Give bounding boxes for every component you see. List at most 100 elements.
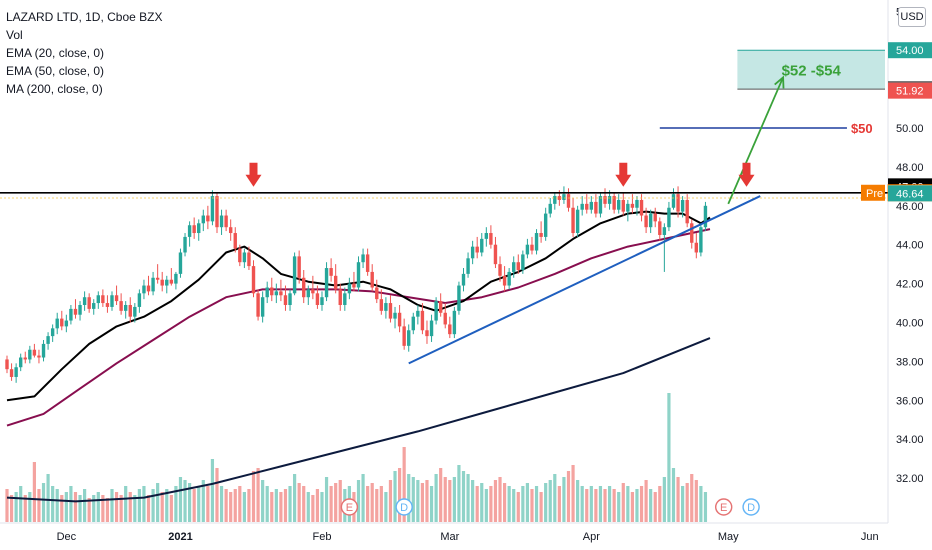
legend-ema20[interactable]: EMA (20, close, 0)	[6, 46, 105, 60]
volume-bar	[128, 492, 132, 522]
ema50-line	[6, 228, 711, 427]
dividend-icon	[742, 498, 760, 516]
volume-bar	[498, 477, 502, 522]
volume-bar	[534, 486, 539, 522]
candle-body	[534, 233, 539, 251]
y-tick-label: 42.00	[896, 279, 924, 291]
candle-body	[699, 227, 703, 253]
volume-bar	[411, 477, 415, 522]
candle-body	[525, 244, 530, 255]
candle-body	[598, 196, 603, 214]
volume-bar	[46, 474, 50, 522]
candle-body	[443, 312, 447, 325]
candle-body	[361, 254, 365, 263]
candle-body	[644, 215, 648, 228]
volume-bar	[690, 474, 694, 522]
candle-body	[589, 201, 594, 210]
y-tick-label: 32.00	[896, 473, 924, 485]
candle-body	[475, 246, 479, 253]
y-tick-label: 48.00	[896, 162, 924, 174]
event-label: E	[346, 502, 353, 514]
volume-bar	[274, 489, 278, 522]
volume-bar	[475, 486, 479, 522]
candle-body	[685, 199, 689, 224]
candle-body	[87, 297, 91, 309]
volume-bar	[639, 486, 644, 522]
candle-body	[502, 275, 507, 286]
candle-body	[183, 236, 187, 253]
volume-bar	[311, 495, 315, 522]
candle-body	[639, 199, 644, 216]
candle-body	[283, 295, 288, 305]
volume-bar	[548, 480, 552, 522]
candle-body	[653, 213, 657, 222]
candle-body	[694, 242, 699, 253]
candle-body	[662, 227, 667, 235]
candle-body	[507, 271, 511, 286]
candle-body	[174, 273, 178, 284]
volume-bar	[297, 483, 301, 522]
volume-bar	[192, 489, 196, 522]
volume-bar	[402, 447, 406, 522]
candle-body	[206, 215, 210, 222]
volume-bars	[5, 393, 708, 522]
volume-bar	[238, 486, 242, 522]
volume-bar	[612, 489, 616, 522]
candle-body	[101, 295, 105, 304]
volume-bar	[653, 492, 657, 522]
volume-bar	[407, 474, 411, 522]
target-zone-label: $52 -$54	[782, 63, 842, 80]
volume-bar	[361, 474, 365, 522]
candle-body	[9, 369, 14, 377]
candle-body	[78, 304, 82, 315]
candle-body	[292, 256, 297, 294]
volume-bar	[699, 486, 703, 522]
volume-bar	[434, 474, 438, 522]
volume-bar	[55, 489, 59, 522]
volume-bar	[324, 477, 329, 522]
candle-body	[516, 262, 520, 270]
volume-bar	[41, 483, 46, 522]
candle-body	[96, 295, 100, 304]
legend-ema50[interactable]: EMA (50, close, 0)	[6, 64, 105, 78]
candle-body	[60, 318, 64, 327]
drawings[interactable]: $52 -$54 $50 E D E D	[0, 49, 888, 516]
legend-title[interactable]: LAZARD LTD, 1D, Cboe BZX	[6, 10, 163, 24]
volume-bar	[160, 492, 164, 522]
volume-bar	[662, 477, 666, 522]
y-tick-label: 34.00	[896, 434, 924, 446]
candle-body	[498, 264, 502, 276]
volume-bar	[178, 477, 183, 522]
volume-bar	[589, 486, 593, 522]
volume-bar	[420, 483, 425, 522]
legend-ma200[interactable]: MA (200, close, 0)	[6, 82, 103, 96]
candle-body	[658, 221, 662, 235]
volume-bar	[210, 459, 215, 522]
volume-bar	[87, 498, 91, 522]
candle-body	[671, 194, 676, 208]
candle-body	[160, 279, 164, 286]
volume-bar	[571, 465, 575, 522]
candle-body	[680, 199, 685, 212]
volume-bar	[96, 492, 100, 522]
candle-body	[14, 367, 18, 377]
candle-body	[612, 196, 616, 210]
currency-button[interactable]: USD	[898, 7, 926, 27]
candle-body	[146, 285, 151, 292]
volume-bar	[270, 492, 274, 522]
candle-body	[46, 336, 50, 344]
volume-bar	[471, 480, 475, 522]
x-tick-label: Feb	[313, 531, 332, 543]
legend-vol[interactable]: Vol	[6, 28, 23, 42]
candle-body	[617, 199, 621, 210]
volume-bar	[658, 486, 662, 522]
x-tick-label: Mar	[440, 531, 459, 543]
volume-bar	[78, 495, 82, 522]
volume-bar	[439, 468, 443, 522]
volume-bar	[279, 492, 283, 522]
candle-body	[553, 196, 557, 204]
volume-bar	[694, 480, 698, 522]
candle-body	[530, 244, 534, 251]
volume-bar	[626, 486, 630, 522]
